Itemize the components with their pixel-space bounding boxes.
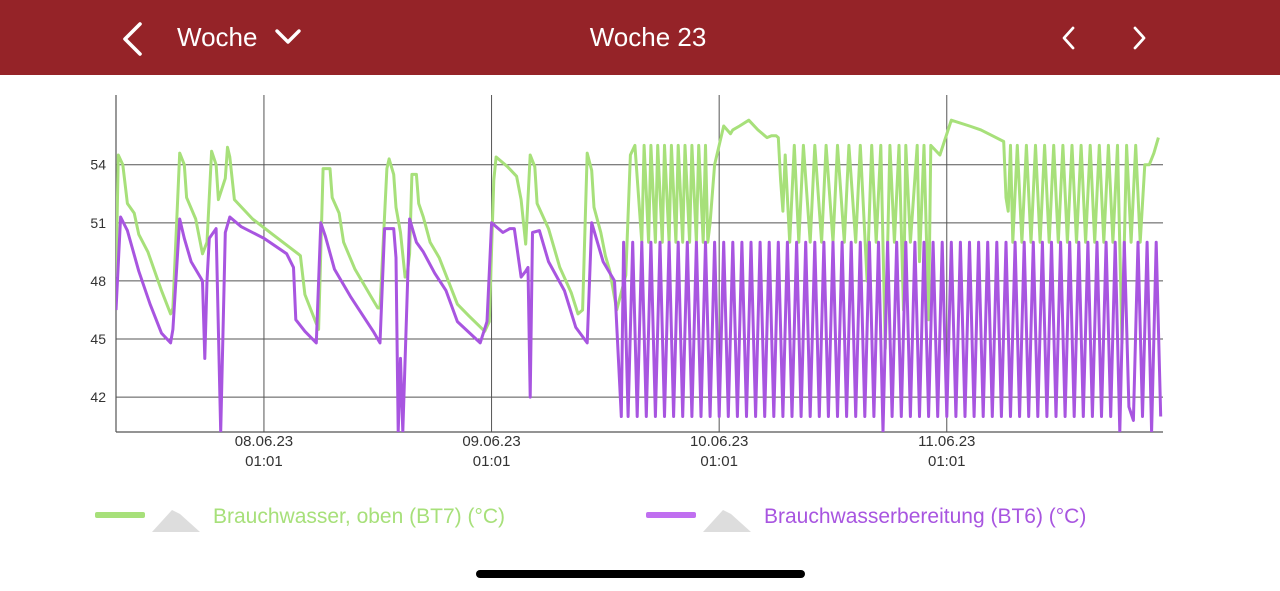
series-line-bt7 xyxy=(116,118,1160,351)
top-bar: Woche Woche 23 xyxy=(0,0,1280,75)
mountain-icon xyxy=(703,500,751,539)
x-tick-date: 11.06.23 xyxy=(918,433,975,450)
legend-item-bt7[interactable]: Brauchwasser, oben (BT7) (°C) xyxy=(95,500,525,534)
y-tick-label: 51 xyxy=(90,215,106,231)
period-selector-label[interactable]: Woche xyxy=(177,22,258,52)
week-title: Woche 23 xyxy=(589,22,707,52)
x-tick-time: 01:01 xyxy=(928,453,966,470)
legend-swatch-bt7 xyxy=(95,512,145,518)
previous-icon[interactable] xyxy=(1058,25,1080,56)
x-tick-date: 09.06.23 xyxy=(462,433,520,450)
x-tick-time: 01:01 xyxy=(473,453,511,470)
x-tick-date: 10.06.23 xyxy=(690,433,748,450)
x-tick-date: 08.06.23 xyxy=(235,433,293,450)
chart-area[interactable]: 42 45 48 51 54 08.06.23 01:01 09.06.23 01:01 10.0… xyxy=(0,75,1280,515)
x-tick-time: 01:01 xyxy=(245,453,283,470)
y-tick-label: 42 xyxy=(90,389,106,405)
legend-swatch-bt6 xyxy=(646,512,696,518)
back-chevron-icon[interactable] xyxy=(118,22,148,61)
y-tick-label: 54 xyxy=(90,157,106,173)
legend-label-bt6: Brauchwasserbereitung (BT6) (°C) xyxy=(764,505,1087,528)
y-tick-label: 48 xyxy=(90,273,106,289)
next-icon[interactable] xyxy=(1128,25,1150,56)
x-tick-time: 01:01 xyxy=(700,453,738,470)
dropdown-chevron-icon[interactable] xyxy=(274,26,302,53)
y-tick-label: 45 xyxy=(90,331,106,347)
legend-item-bt6[interactable]: Brauchwasserbereitung (BT6) (°C) xyxy=(646,500,1116,534)
temperature-chart[interactable]: 42 45 48 51 54 08.06.23 01:01 09.06.23 01:01 10.0… xyxy=(0,75,1280,515)
series-line-bt6 xyxy=(116,215,1163,432)
mountain-icon xyxy=(152,500,200,539)
legend-label-bt7: Brauchwasser, oben (BT7) (°C) xyxy=(213,505,506,528)
home-indicator xyxy=(476,570,805,578)
